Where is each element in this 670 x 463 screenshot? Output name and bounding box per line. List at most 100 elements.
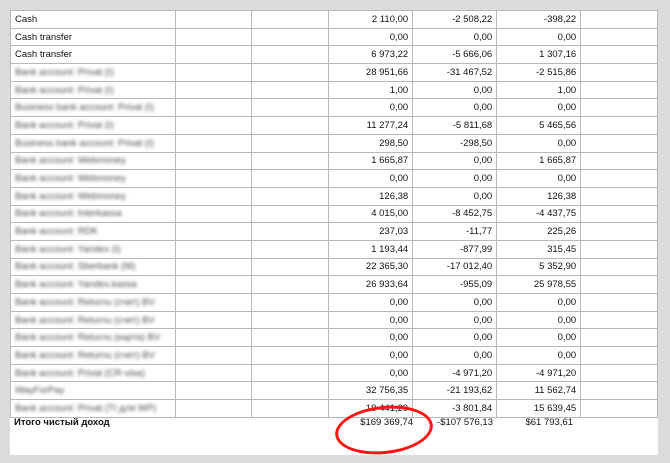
income-cell[interactable]: 4 015,00 xyxy=(328,204,414,224)
net-cell[interactable]: 1 665,87 xyxy=(496,151,582,171)
account-name-cell[interactable]: WayForPay xyxy=(10,381,176,401)
expense-cell[interactable]: 0,00 xyxy=(412,27,498,47)
expense-cell[interactable]: -8 452,75 xyxy=(412,204,498,224)
empty-cell[interactable] xyxy=(174,98,253,118)
empty-cell[interactable] xyxy=(580,151,658,171)
expense-cell[interactable]: 0,00 xyxy=(412,186,498,206)
net-cell[interactable]: -398,22 xyxy=(496,10,582,29)
empty-cell[interactable] xyxy=(251,275,330,294)
empty-cell[interactable] xyxy=(580,169,658,188)
expense-cell[interactable]: 0,00 xyxy=(412,151,498,171)
account-name-cell[interactable]: Bank account: Privat (I) xyxy=(10,116,176,135)
expense-cell[interactable]: 0,00 xyxy=(412,310,498,330)
empty-cell[interactable] xyxy=(174,10,253,29)
empty-cell[interactable] xyxy=(251,381,330,401)
empty-cell[interactable] xyxy=(174,169,253,188)
account-name-cell[interactable]: Bank account: Yandex (I) xyxy=(10,239,176,259)
expense-cell[interactable]: 0,00 xyxy=(412,169,498,188)
account-name-cell[interactable]: Bank account: Webmoney xyxy=(10,186,176,206)
empty-cell[interactable] xyxy=(251,98,330,118)
net-cell[interactable]: 11 562,74 xyxy=(496,381,582,401)
empty-cell[interactable] xyxy=(580,399,658,418)
empty-cell[interactable] xyxy=(251,169,330,188)
empty-cell[interactable] xyxy=(174,257,253,277)
income-cell[interactable]: 298,50 xyxy=(328,133,414,153)
empty-cell[interactable] xyxy=(580,328,658,348)
income-cell[interactable]: 11 277,24 xyxy=(328,116,414,135)
empty-cell[interactable] xyxy=(580,98,658,118)
income-cell[interactable]: 0,00 xyxy=(328,98,414,118)
empty-cell[interactable] xyxy=(251,346,330,365)
net-cell[interactable]: 0,00 xyxy=(496,310,582,330)
empty-cell[interactable] xyxy=(174,45,253,65)
empty-cell[interactable] xyxy=(174,80,253,100)
empty-cell[interactable] xyxy=(251,204,330,224)
empty-cell[interactable] xyxy=(174,293,253,312)
net-cell[interactable]: 5 465,56 xyxy=(496,116,582,135)
income-cell[interactable]: 126,38 xyxy=(328,186,414,206)
account-name-cell[interactable]: Bank account: Privat (I) xyxy=(10,80,176,100)
empty-cell[interactable] xyxy=(251,239,330,259)
empty-cell[interactable] xyxy=(580,257,658,277)
empty-cell[interactable] xyxy=(580,10,658,29)
net-cell[interactable]: -2 515,86 xyxy=(496,63,582,82)
income-cell[interactable]: 0,00 xyxy=(328,310,414,330)
empty-cell[interactable] xyxy=(251,328,330,348)
net-cell[interactable]: 5 352,90 xyxy=(496,257,582,277)
account-name-cell[interactable]: Bank account: Privat (CR-visa) xyxy=(10,363,176,383)
net-cell[interactable]: -4 971,20 xyxy=(496,363,582,383)
expense-cell[interactable]: -298,50 xyxy=(412,133,498,153)
empty-cell[interactable] xyxy=(251,63,330,82)
net-cell[interactable]: 0,00 xyxy=(496,98,582,118)
empty-cell[interactable] xyxy=(580,63,658,82)
income-cell[interactable]: 0,00 xyxy=(328,346,414,365)
income-cell[interactable]: 28 951,66 xyxy=(328,63,414,82)
account-name-cell[interactable]: Bank account: Webmoney xyxy=(10,169,176,188)
expense-cell[interactable]: -5 811,68 xyxy=(412,116,498,135)
empty-cell[interactable] xyxy=(174,27,253,47)
expense-cell[interactable]: -3 801,84 xyxy=(412,399,498,418)
empty-cell[interactable] xyxy=(580,363,658,383)
empty-cell[interactable] xyxy=(580,293,658,312)
net-cell[interactable]: 1 307,16 xyxy=(496,45,582,65)
expense-cell[interactable]: -17 012,40 xyxy=(412,257,498,277)
account-name-cell[interactable]: Cash transfer xyxy=(10,45,176,65)
empty-cell[interactable] xyxy=(580,27,658,47)
net-cell[interactable]: 0,00 xyxy=(496,133,582,153)
empty-cell[interactable] xyxy=(580,222,658,241)
account-name-cell[interactable]: Bank account: Returnu (счет) BV xyxy=(10,346,176,365)
net-cell[interactable]: -4 437,75 xyxy=(496,204,582,224)
net-cell[interactable]: 0,00 xyxy=(496,27,582,47)
income-cell[interactable]: 26 933,64 xyxy=(328,275,414,294)
empty-cell[interactable] xyxy=(580,80,658,100)
account-name-cell[interactable]: Bank account: RDK xyxy=(10,222,176,241)
account-name-cell[interactable]: Bank account: Privat (I) xyxy=(10,63,176,82)
empty-cell[interactable] xyxy=(251,45,330,65)
empty-cell[interactable] xyxy=(174,116,253,135)
income-cell[interactable]: 1 193,44 xyxy=(328,239,414,259)
account-name-cell[interactable]: Bank account: Returnu (счет) BV xyxy=(10,293,176,312)
empty-cell[interactable] xyxy=(174,222,253,241)
income-cell[interactable]: 0,00 xyxy=(328,328,414,348)
account-name-cell[interactable]: Cash transfer xyxy=(10,27,176,47)
empty-cell[interactable] xyxy=(174,151,253,171)
income-cell[interactable]: 237,03 xyxy=(328,222,414,241)
income-cell[interactable]: 2 110,00 xyxy=(328,10,414,29)
net-cell[interactable]: 1,00 xyxy=(496,80,582,100)
income-cell[interactable]: 6 973,22 xyxy=(328,45,414,65)
net-cell[interactable]: 25 978,55 xyxy=(496,275,582,294)
net-cell[interactable]: 315,45 xyxy=(496,239,582,259)
empty-cell[interactable] xyxy=(251,27,330,47)
empty-cell[interactable] xyxy=(251,293,330,312)
income-cell[interactable]: 0,00 xyxy=(328,27,414,47)
net-cell[interactable]: 15 639,45 xyxy=(496,399,582,418)
empty-cell[interactable] xyxy=(251,310,330,330)
empty-cell[interactable] xyxy=(580,346,658,365)
empty-cell[interactable] xyxy=(174,133,253,153)
account-name-cell[interactable]: Cash xyxy=(10,10,176,29)
account-name-cell[interactable]: Bank account: Returnu (карта) BV xyxy=(10,328,176,348)
expense-cell[interactable]: 0,00 xyxy=(412,98,498,118)
empty-cell[interactable] xyxy=(251,151,330,171)
expense-cell[interactable]: 0,00 xyxy=(412,346,498,365)
net-cell[interactable]: 0,00 xyxy=(496,346,582,365)
